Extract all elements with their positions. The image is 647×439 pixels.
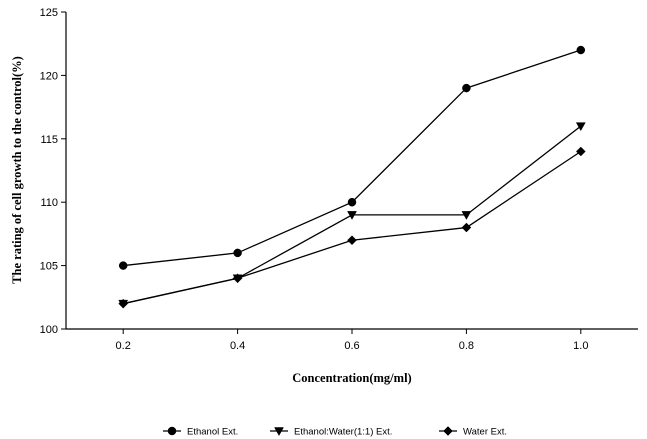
legend: Ethanol Ext. Ethanol:Water(1:1) Ext. Water… (163, 426, 507, 438)
x-tick-label: 0.2 (116, 340, 131, 352)
data-point (347, 211, 357, 220)
legend-label: Ethanol Ext. (187, 427, 238, 438)
y-tick-label: 125 (40, 7, 58, 19)
x-tick-label: 1.0 (573, 340, 588, 352)
plot-area: 100 105 110 115 120 125 0.2 0.4 0.6 0.8 1.0 (40, 7, 638, 352)
legend-label: Ethanol:Water(1:1) Ext. (294, 427, 392, 438)
data-point (118, 298, 129, 309)
data-point (118, 261, 128, 270)
y-tick-label: 100 (40, 324, 58, 336)
x-tick-label: 0.4 (230, 340, 245, 352)
series-layer (118, 45, 586, 309)
x-ticks: 0.2 0.4 0.6 0.8 1.0 (116, 329, 588, 352)
legend-item-1: Ethanol Ext. (163, 427, 238, 438)
legend-item-3: Water Ext. (439, 426, 507, 438)
data-point (575, 122, 586, 132)
data-point (232, 273, 243, 284)
legend-marker (443, 426, 453, 436)
y-tick-label: 120 (40, 70, 58, 82)
y-tick-label: 110 (40, 197, 58, 209)
data-point (462, 83, 471, 93)
x-tick-label: 0.8 (459, 340, 474, 352)
series-line (123, 150, 582, 305)
y-axis-title: The rating of cell growth to the control… (10, 56, 24, 284)
legend-label: Water Ext. (463, 427, 507, 438)
data-point (576, 45, 586, 55)
series-1 (118, 45, 586, 270)
series-3 (118, 146, 586, 309)
data-point (347, 197, 357, 207)
data-point (461, 222, 472, 233)
legend-marker (274, 427, 284, 437)
x-tick-label: 0.6 (344, 340, 359, 352)
y-tick-label: 105 (40, 261, 58, 273)
legend-item-2: Ethanol:Water(1:1) Ext. (270, 427, 392, 438)
series-2 (118, 122, 586, 309)
data-point (233, 248, 242, 258)
y-ticks: 100 105 110 115 120 125 (40, 7, 66, 336)
y-tick-label: 115 (40, 134, 58, 146)
series-line (123, 49, 582, 267)
data-point (461, 211, 472, 220)
data-point (575, 146, 586, 157)
data-point (347, 235, 357, 246)
x-axis-title: Concentration(mg/ml) (292, 371, 411, 385)
legend-marker (167, 426, 177, 436)
